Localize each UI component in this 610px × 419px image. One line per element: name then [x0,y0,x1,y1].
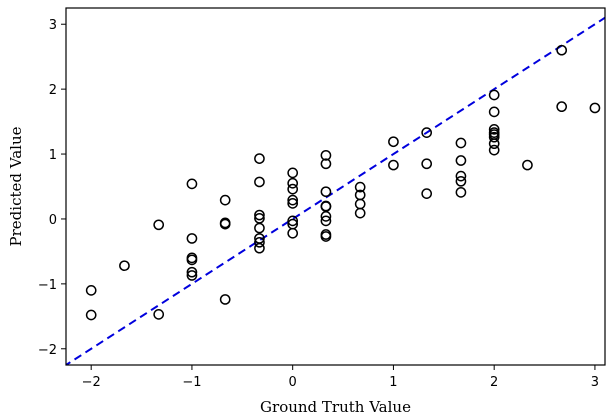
data-point [320,149,332,161]
data-point [421,158,433,170]
data-point [254,222,265,234]
data-point [421,188,433,199]
y-tick-label: 0 [49,213,57,228]
data-point [488,89,500,101]
x-tick-label: 0 [289,375,297,390]
data-point [488,124,500,135]
plot-frame [65,7,606,366]
data-point [320,231,332,242]
data-point [219,294,231,305]
data-point [186,254,198,266]
data-point [186,270,198,281]
data-point [186,178,198,190]
x-tick-label: 3 [591,375,599,390]
data-point [287,167,299,179]
data-point [254,153,265,164]
data-point [421,127,433,138]
x-tick-label: 2 [490,375,498,390]
data-point [455,175,467,187]
y-tick-label: −1 [38,278,57,293]
data-point [254,236,265,248]
data-point [488,106,500,118]
data-point [354,181,366,193]
data-point [354,198,366,210]
data-point [320,186,332,198]
data-point [219,218,231,230]
data-point [455,170,467,182]
y-axis-ticks: −2 −1 0 1 2 3 [38,18,66,358]
y-tick-label: 3 [49,18,57,33]
data-point [388,136,399,148]
data-point [219,194,231,206]
y-tick-label: 2 [49,83,57,98]
data-point [287,177,299,189]
data-point [254,242,265,254]
data-point [388,159,399,171]
data-point [119,260,130,272]
data-point [287,227,299,239]
x-axis-label: Ground Truth Value [260,398,411,416]
data-point [254,176,265,188]
data-point [85,309,97,321]
data-point [287,215,299,227]
data-point [287,194,299,206]
data-points-layer [85,44,601,321]
data-point [455,137,467,149]
data-point [488,138,500,150]
x-tick-label: 1 [389,375,397,390]
data-point [488,144,500,156]
data-point [354,207,366,219]
x-axis-ticks: −2 −1 0 1 2 3 [82,365,599,390]
data-point [153,309,165,320]
data-point [589,102,601,114]
x-tick-label: −2 [82,375,101,390]
data-point [556,44,568,56]
y-tick-label: 1 [49,148,57,163]
data-point [186,266,198,278]
data-point [287,198,299,209]
data-point [320,215,332,227]
data-point [85,285,97,296]
x-tick-label: −1 [182,375,201,390]
data-point [320,158,332,170]
data-point [153,219,165,231]
data-point [455,186,467,198]
data-point [186,233,198,244]
data-point [522,159,533,171]
data-point [287,183,299,195]
y-axis-label: Predicted Value [7,126,25,246]
y-tick-label: −2 [38,343,57,358]
data-point [455,155,467,166]
data-point [488,131,500,143]
data-point [254,209,265,221]
data-point [556,101,568,113]
data-point [320,211,332,222]
